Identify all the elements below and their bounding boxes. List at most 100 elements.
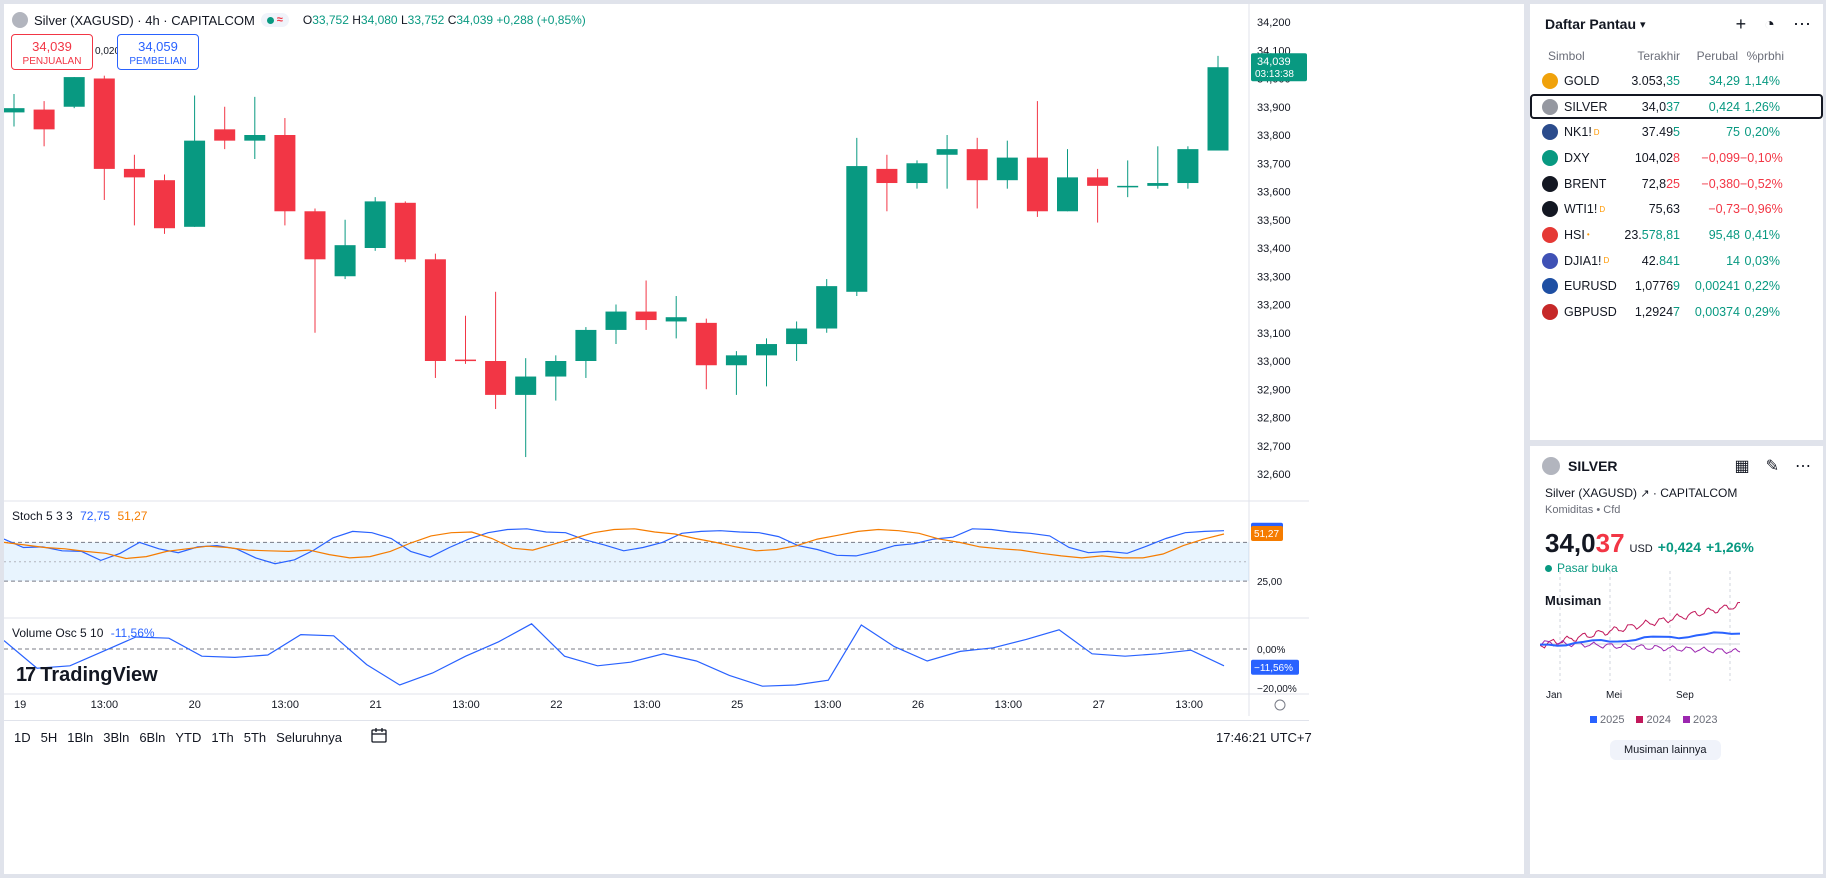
range-1bln[interactable]: 1Bln	[67, 730, 94, 745]
range-1d[interactable]: 1D	[14, 730, 31, 745]
time-tick: 13:00	[633, 699, 661, 711]
symbol-icon-cell	[1530, 226, 1560, 243]
last-price: 37.495	[1641, 125, 1680, 140]
symbol-name: DXY	[1564, 150, 1590, 165]
symbol-icon-cell	[1530, 278, 1560, 295]
more-icon[interactable]: ⋯	[1793, 13, 1811, 34]
symbol-icon-cell	[1530, 252, 1560, 269]
last-price: 23.578,81	[1624, 227, 1680, 242]
candle	[996, 140, 1018, 189]
range-toolbar: 1D 5H 1Bln 3Bln 6Bln YTD 1Th 5Th Seluruh…	[4, 720, 1309, 754]
candle	[304, 208, 326, 333]
candle	[424, 253, 446, 378]
details-name: Silver (XAGUSD) ↗ · CAPITALCOM	[1545, 486, 1738, 500]
chart-pane[interactable]: 34,20034,10034,00033,90033,80033,70033,6…	[4, 4, 1524, 874]
symbol-logo-icon	[1542, 98, 1558, 115]
col-last[interactable]: Terakhir	[1637, 49, 1680, 63]
change-pct: 0,03%	[1744, 253, 1780, 268]
range-ytd[interactable]: YTD	[175, 730, 202, 745]
watchlist-row-dxy[interactable]: DXY 104,028 −0,099 −0,10%	[1530, 145, 1823, 171]
symbol-name: DJIA1! D	[1564, 253, 1610, 268]
watchlist-row-wti1[interactable]: WTI1! D 75,63 −0,73 −0,96%	[1530, 196, 1823, 222]
seasonal-legend: 2025 2024 2023	[1590, 714, 1717, 726]
price-tick: 32,600	[1257, 469, 1291, 481]
legend-2024[interactable]: 2024	[1636, 714, 1671, 726]
market-open-dot	[266, 16, 274, 24]
range-6bln[interactable]: 6Bln	[139, 730, 166, 745]
sell-button[interactable]: 34,039 PENJUALAN	[11, 34, 93, 70]
more-seasonals-button[interactable]: Musiman lainnya	[1610, 740, 1721, 760]
change: −0,099	[1701, 150, 1740, 165]
time-tick: 27	[1093, 699, 1105, 711]
chevron-down-icon[interactable]: ▾	[1640, 18, 1646, 31]
price-tick: 33,100	[1257, 328, 1291, 340]
legend-2025[interactable]: 2025	[1590, 714, 1624, 726]
range-1th[interactable]: 1Th	[211, 730, 234, 745]
stoch-legend[interactable]: Stoch 5 3 3 72,75 51,27	[12, 509, 148, 523]
watchlist-row-djia1[interactable]: DJIA1! D 42.841 14 0,03%	[1530, 248, 1823, 274]
col-symbol[interactable]: Simbol	[1548, 49, 1585, 63]
symbol-logo-icon	[1542, 175, 1558, 192]
col-change-pct[interactable]: %prbhi	[1746, 49, 1784, 63]
symbol-icon-cell	[1530, 72, 1560, 89]
utc-clock[interactable]: 17:46:21 UTC+7	[1216, 730, 1312, 745]
watchlist-row-silver[interactable]: SILVER 34,037 0,424 1,26%	[1530, 93, 1823, 120]
edit-icon[interactable]: ✎	[1765, 458, 1779, 475]
grid-icon[interactable]: ▦	[1734, 458, 1750, 475]
last-price-label	[1251, 53, 1307, 82]
more-icon[interactable]: ⋯	[1795, 458, 1811, 475]
settings-gear-icon	[1274, 699, 1286, 711]
change: −0,380	[1701, 176, 1740, 191]
add-symbol-icon[interactable]: +	[1735, 13, 1747, 34]
volosc-value-label	[1251, 659, 1299, 675]
details-header: SILVER ▦ ✎ ⋯	[1530, 446, 1823, 486]
col-change[interactable]: Perubal	[1696, 49, 1738, 63]
change: −0,73	[1708, 202, 1740, 217]
price-tick: 32,900	[1257, 384, 1291, 396]
market-status-pill[interactable]: ≈	[260, 13, 289, 27]
last-price: 34,037	[1641, 99, 1680, 114]
candle	[123, 154, 145, 226]
symbol-logo-icon	[1542, 226, 1558, 243]
external-link-icon[interactable]: ↗	[1640, 488, 1650, 500]
stoch-band	[4, 542, 1249, 582]
candle	[334, 219, 356, 280]
watchlist-row-gold[interactable]: GOLD 3.053,35 34,29 1,14%	[1530, 68, 1823, 94]
range-3bln[interactable]: 3Bln	[103, 730, 130, 745]
candle	[364, 197, 386, 251]
time-tick: 19	[14, 699, 26, 711]
candle	[665, 296, 687, 339]
price-chart[interactable]: 34,20034,10034,00033,90033,80033,70033,6…	[4, 4, 1309, 716]
advanced-view-icon[interactable]: ◔	[1764, 13, 1775, 34]
time-tick: 13:00	[1175, 699, 1203, 711]
watchlist-row-hsi[interactable]: HSI • 23.578,81 95,48 0,41%	[1530, 222, 1823, 248]
watchlist-row-gbpusd[interactable]: GBPUSD 1,29247 0,00374 0,29%	[1530, 299, 1823, 325]
candle	[394, 201, 416, 263]
time-tick: 13:00	[995, 699, 1023, 711]
details-symbol[interactable]: SILVER	[1568, 458, 1618, 474]
change: 0,00374	[1694, 305, 1740, 320]
volosc-legend[interactable]: Volume Osc 5 10 -11,56%	[12, 626, 155, 640]
details-price: 34,037 USD +0,424 +1,26%	[1545, 528, 1754, 558]
watchlist-row-nk1[interactable]: NK1! D 37.495 75 0,20%	[1530, 119, 1823, 145]
seasonal-chart[interactable]: Jan Mei Sep	[1540, 566, 1810, 706]
buy-button[interactable]: 34,059 PEMBELIAN	[117, 34, 199, 70]
candle	[605, 304, 627, 345]
watchlist-title[interactable]: Daftar Pantau	[1545, 16, 1637, 32]
watchlist-row-brent[interactable]: BRENT 72,825 −0,380 −0,52%	[1530, 171, 1823, 197]
time-tick: 13:00	[271, 699, 299, 711]
legend-2023[interactable]: 2023	[1682, 714, 1717, 726]
symbol-title[interactable]: Silver (XAGUSD) · 4h · CAPITALCOM	[34, 12, 255, 28]
goto-date-icon[interactable]	[370, 728, 388, 747]
symbol-name: BRENT	[1564, 176, 1607, 191]
change-pct: 0,41%	[1744, 227, 1780, 242]
tradingview-logo[interactable]: 17 TradingView	[16, 664, 158, 686]
buy-label: PEMBELIAN	[129, 56, 187, 67]
watchlist-row-eurusd[interactable]: EURUSD 1,07769 0,00241 0,22%	[1530, 274, 1823, 300]
range-all[interactable]: Seluruhnya	[276, 730, 342, 745]
range-5th[interactable]: 5Th	[243, 730, 267, 745]
stoch-d-text: 51,27	[1254, 529, 1279, 540]
range-5h[interactable]: 5H	[40, 730, 58, 745]
candle	[545, 355, 567, 401]
